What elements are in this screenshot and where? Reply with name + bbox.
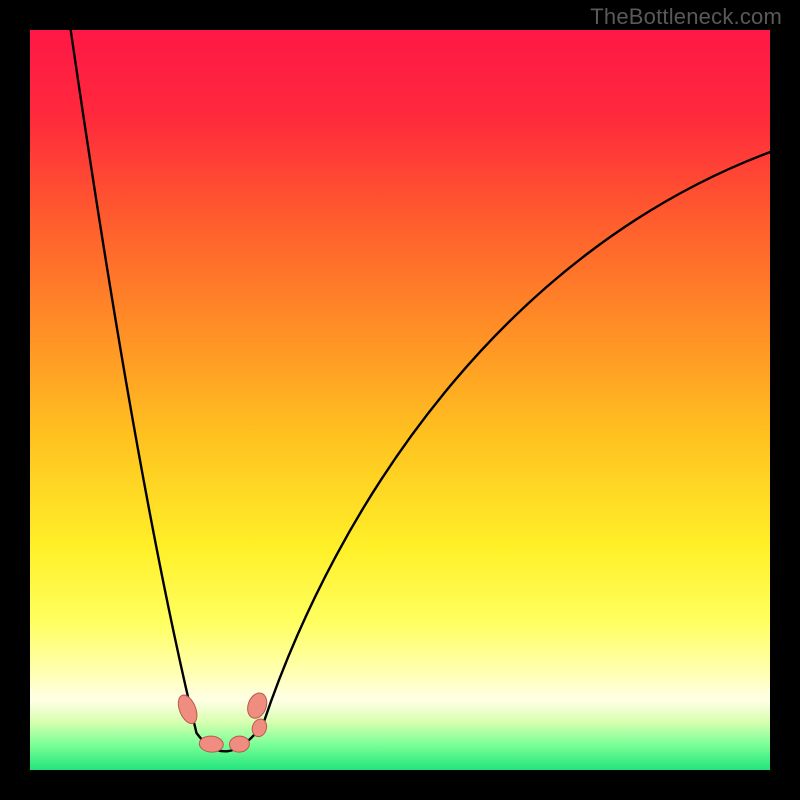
plot-background — [30, 30, 770, 770]
chart-stage: TheBottleneck.com — [0, 0, 800, 800]
plot-svg — [0, 0, 800, 800]
watermark-text: TheBottleneck.com — [590, 4, 782, 30]
